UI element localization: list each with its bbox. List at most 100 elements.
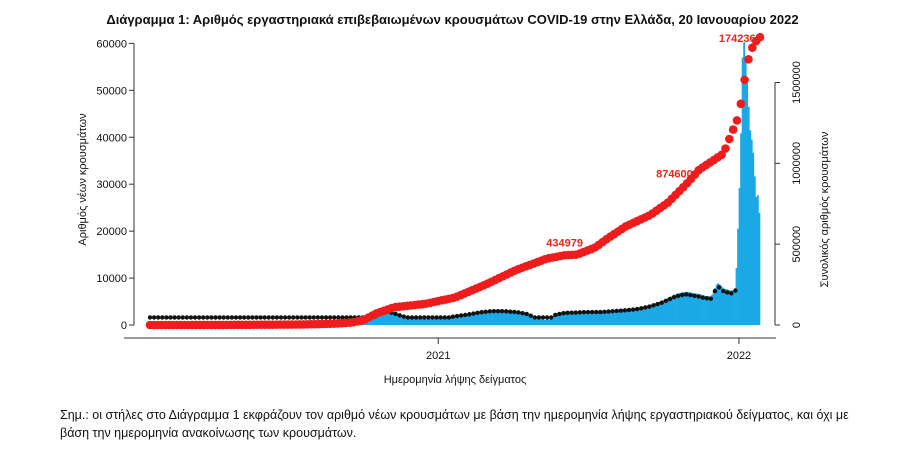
new-cases-bar	[673, 294, 675, 325]
average-dot	[475, 310, 480, 316]
average-dot	[508, 309, 513, 314]
average-dot	[336, 315, 341, 320]
new-cases-bar	[380, 311, 383, 325]
average-dot	[680, 292, 685, 298]
new-cases-bar	[741, 57, 744, 325]
y-axis-label: Αριθμός νέων κρουσμάτων	[77, 113, 89, 246]
average-dot	[192, 315, 198, 320]
new-cases-bar	[444, 317, 447, 325]
new-cases-bar	[448, 316, 451, 325]
new-cases-bar	[375, 314, 378, 325]
average-dot	[393, 311, 398, 317]
average-dot	[643, 305, 648, 310]
new-cases-bar	[397, 313, 399, 325]
new-cases-bar	[548, 319, 550, 325]
average-dot	[663, 298, 669, 304]
new-cases-bar	[529, 314, 532, 325]
new-cases-bar	[670, 296, 672, 325]
new-cases-bar	[546, 319, 549, 325]
new-cases-bar	[697, 293, 700, 325]
new-cases-bar	[557, 313, 559, 325]
new-cases-bar	[523, 312, 526, 325]
new-cases-bar	[665, 298, 668, 325]
new-cases-bar	[756, 195, 759, 325]
new-cases-bar	[575, 311, 578, 325]
new-cases-bar	[598, 310, 601, 325]
new-cases-bar	[592, 310, 595, 325]
average-dot	[524, 311, 529, 317]
new-cases-bar	[561, 312, 564, 325]
new-cases-bar	[392, 312, 395, 325]
average-dot	[647, 304, 652, 309]
average-dot	[155, 315, 161, 320]
average-dot	[262, 315, 267, 320]
average-dot	[516, 310, 521, 315]
new-cases-bar	[432, 318, 434, 325]
new-cases-bar	[709, 296, 712, 325]
average-dot	[446, 315, 452, 320]
new-cases-bar	[625, 308, 628, 325]
new-cases-bar	[377, 313, 380, 325]
average-dot	[565, 310, 570, 316]
new-cases-bar	[723, 288, 726, 326]
average-dot	[278, 315, 284, 320]
y-tick-label: 40000	[96, 132, 127, 144]
new-cases-bar	[750, 139, 753, 325]
new-cases-bar	[674, 294, 677, 325]
new-cases-bar	[522, 312, 524, 325]
new-cases-bar	[410, 317, 413, 325]
average-dot	[512, 309, 517, 315]
new-cases-bar	[394, 312, 396, 325]
average-dot	[483, 309, 488, 315]
new-cases-bar	[378, 312, 381, 325]
new-cases-bar	[517, 311, 520, 325]
average-dot	[295, 315, 300, 320]
average-dot	[164, 315, 169, 320]
new-cases-bar	[502, 309, 505, 325]
average-dot	[692, 293, 697, 299]
x-tick-label: 2022	[727, 350, 751, 362]
new-cases-bar	[488, 310, 491, 325]
new-cases-bar	[755, 197, 758, 325]
new-cases-bar	[384, 310, 387, 325]
new-cases-bar	[520, 311, 523, 325]
average-dot	[553, 312, 558, 318]
new-cases-bar	[534, 317, 537, 325]
new-cases-bar	[641, 306, 643, 325]
new-cases-bar	[409, 317, 412, 325]
cumulative-annotation: 1742363	[719, 33, 762, 45]
new-cases-bar	[509, 310, 512, 325]
new-cases-bar	[537, 318, 540, 325]
new-cases-bar	[419, 318, 422, 325]
y2-tick-label: 1000000	[791, 142, 803, 185]
y2-tick-label: 1500000	[791, 61, 803, 104]
new-cases-bar	[717, 283, 720, 325]
new-cases-bar	[616, 309, 619, 325]
new-cases-bar	[657, 301, 660, 325]
average-dot	[467, 312, 472, 317]
new-cases-bar	[663, 299, 666, 325]
average-dot	[299, 315, 304, 320]
average-dot	[626, 307, 632, 313]
new-cases-bar	[445, 317, 448, 325]
average-dot	[602, 309, 607, 315]
average-dot	[704, 296, 709, 301]
new-cases-bar	[624, 309, 627, 325]
new-cases-bar	[438, 318, 441, 325]
average-dot	[246, 315, 251, 320]
average-dot	[426, 315, 431, 320]
new-cases-bar	[605, 310, 608, 325]
new-cases-bar	[418, 318, 421, 325]
new-cases-bar	[386, 310, 389, 325]
average-dot	[454, 313, 460, 319]
new-cases-bar	[462, 314, 465, 325]
new-cases-bar	[560, 312, 563, 325]
average-dot	[307, 315, 312, 320]
new-cases-bar	[699, 294, 701, 325]
new-cases-bar	[609, 310, 611, 325]
new-cases-bar	[747, 106, 750, 325]
new-cases-bar	[602, 310, 605, 325]
new-cases-bar	[398, 314, 401, 325]
average-dot	[716, 285, 722, 290]
new-cases-bar	[552, 315, 555, 325]
